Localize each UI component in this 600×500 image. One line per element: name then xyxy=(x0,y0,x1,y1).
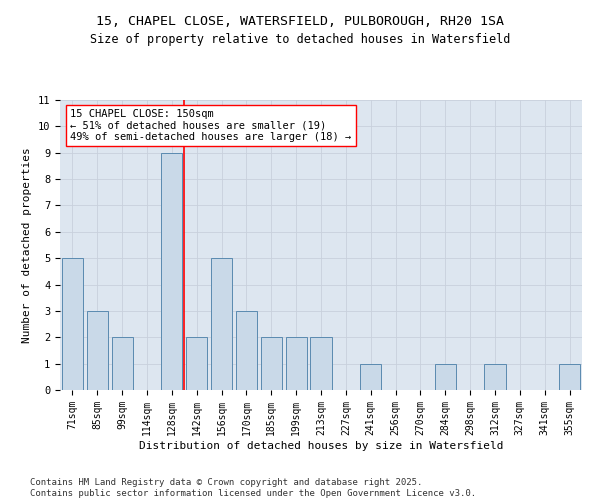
Bar xyxy=(161,152,182,390)
Bar xyxy=(360,364,381,390)
Text: 15 CHAPEL CLOSE: 150sqm
← 51% of detached houses are smaller (19)
49% of semi-de: 15 CHAPEL CLOSE: 150sqm ← 51% of detache… xyxy=(70,108,352,142)
Bar xyxy=(112,338,133,390)
Bar xyxy=(310,338,332,390)
Y-axis label: Number of detached properties: Number of detached properties xyxy=(22,147,32,343)
Bar xyxy=(236,311,257,390)
Bar xyxy=(62,258,83,390)
X-axis label: Distribution of detached houses by size in Watersfield: Distribution of detached houses by size … xyxy=(139,440,503,450)
Bar xyxy=(87,311,108,390)
Bar xyxy=(559,364,580,390)
Bar xyxy=(186,338,207,390)
Bar xyxy=(261,338,282,390)
Bar xyxy=(435,364,456,390)
Bar xyxy=(286,338,307,390)
Text: 15, CHAPEL CLOSE, WATERSFIELD, PULBOROUGH, RH20 1SA: 15, CHAPEL CLOSE, WATERSFIELD, PULBOROUG… xyxy=(96,15,504,28)
Bar xyxy=(211,258,232,390)
Bar xyxy=(484,364,506,390)
Text: Contains HM Land Registry data © Crown copyright and database right 2025.
Contai: Contains HM Land Registry data © Crown c… xyxy=(30,478,476,498)
Text: Size of property relative to detached houses in Watersfield: Size of property relative to detached ho… xyxy=(90,32,510,46)
